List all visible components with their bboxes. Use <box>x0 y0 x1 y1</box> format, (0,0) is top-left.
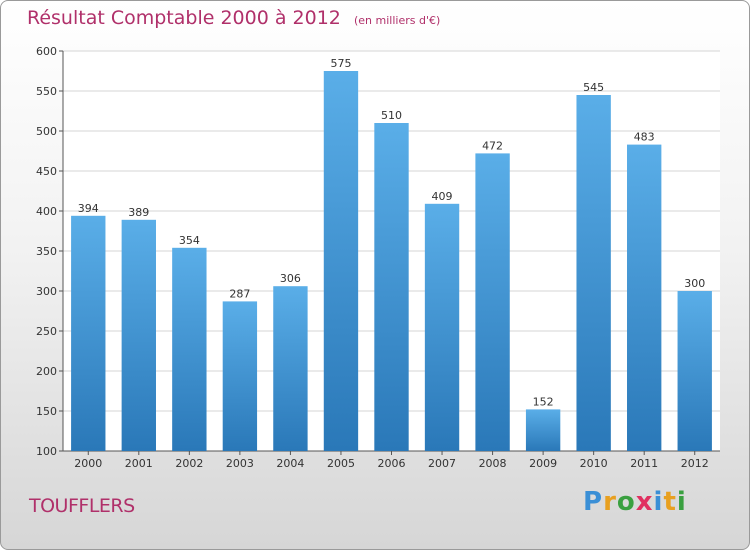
xtick-label-2009: 2009 <box>529 457 557 470</box>
ytick-label-450: 450 <box>36 165 57 178</box>
chart-subtitle: (en milliers d'€) <box>353 14 441 27</box>
logo-letter: o <box>616 487 636 517</box>
bar-2001 <box>121 219 156 451</box>
bar-2011 <box>627 144 662 451</box>
ytick-label-150: 150 <box>36 405 57 418</box>
value-label-2006: 510 <box>381 109 402 122</box>
xtick-label-2008: 2008 <box>479 457 507 470</box>
xtick-label-2000: 2000 <box>74 457 102 470</box>
chart-title: Résultat Comptable 2000 à 2012 (en milli… <box>27 7 440 29</box>
bar-2010 <box>576 95 611 451</box>
ytick-label-600: 600 <box>36 45 57 58</box>
chart-title-main: Résultat Comptable 2000 à 2012 <box>27 7 341 29</box>
xtick-label-2002: 2002 <box>175 457 203 470</box>
xtick-label-2005: 2005 <box>327 457 355 470</box>
town-name: TOUFFLERS <box>29 495 135 517</box>
bar-2004 <box>273 286 308 451</box>
ytick-label-500: 500 <box>36 125 57 138</box>
bar-2000 <box>71 215 106 451</box>
bar-2008 <box>475 153 510 451</box>
ytick-label-350: 350 <box>36 245 57 258</box>
bar-2009 <box>525 409 561 451</box>
bar-2005 <box>323 71 359 451</box>
value-label-2002: 354 <box>179 234 200 247</box>
value-label-2000: 394 <box>78 202 99 215</box>
xtick-label-2003: 2003 <box>226 457 254 470</box>
bar-2003 <box>222 301 258 451</box>
xtick-label-2006: 2006 <box>378 457 406 470</box>
xtick-label-2011: 2011 <box>630 457 658 470</box>
ytick-label-200: 200 <box>36 365 57 378</box>
xtick-label-2012: 2012 <box>681 457 709 470</box>
bar-2006 <box>374 123 409 451</box>
xtick-label-2007: 2007 <box>428 457 456 470</box>
value-label-2009: 152 <box>533 395 554 408</box>
value-label-2008: 472 <box>482 139 503 152</box>
logo-letter: i <box>676 487 687 517</box>
xtick-label-2004: 2004 <box>276 457 304 470</box>
logo-letter: P <box>583 487 604 517</box>
logo-letter: i <box>653 487 664 517</box>
value-label-2004: 306 <box>280 272 301 285</box>
xtick-label-2010: 2010 <box>580 457 608 470</box>
ytick-label-550: 550 <box>36 85 57 98</box>
logo-letter: t <box>663 487 677 517</box>
value-label-2012: 300 <box>684 277 705 290</box>
logo-letter: r <box>603 487 617 517</box>
ytick-label-100: 100 <box>36 445 57 458</box>
bar-2007 <box>424 203 460 451</box>
bar-2012 <box>677 291 712 451</box>
ytick-label-300: 300 <box>36 285 57 298</box>
ytick-label-400: 400 <box>36 205 57 218</box>
bar-2002 <box>172 247 207 451</box>
value-label-2003: 287 <box>229 287 250 300</box>
value-label-2010: 545 <box>583 81 604 94</box>
value-label-2007: 409 <box>432 190 453 203</box>
value-label-2001: 389 <box>128 206 149 219</box>
xtick-label-2001: 2001 <box>125 457 153 470</box>
value-label-2005: 575 <box>330 57 351 70</box>
logo-letter: x <box>635 487 654 517</box>
value-label-2011: 483 <box>634 131 655 144</box>
ytick-label-250: 250 <box>36 325 57 338</box>
proxiti-logo: Proxiti <box>583 487 687 517</box>
